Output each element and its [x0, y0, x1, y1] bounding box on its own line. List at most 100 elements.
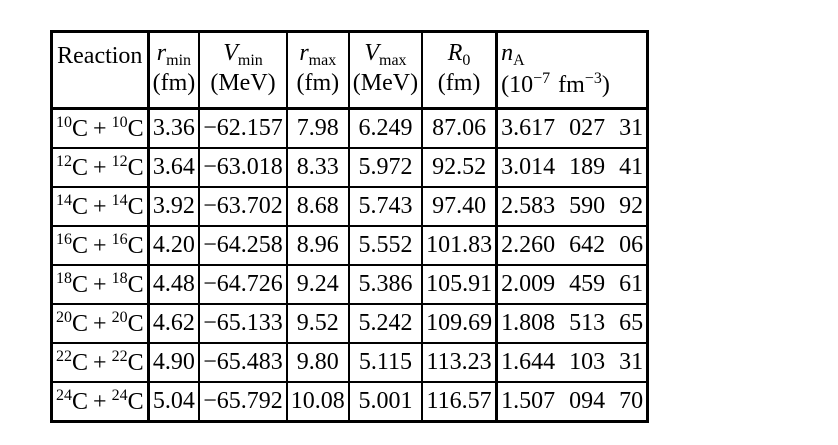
- value-cell: 10.08: [285, 381, 350, 423]
- value-cell: 4.62: [147, 303, 201, 344]
- element: C: [72, 311, 89, 337]
- mass-number: 18: [56, 270, 72, 287]
- operator: +: [93, 233, 107, 259]
- value-cell: 5.743: [347, 186, 424, 227]
- mass-number: 14: [111, 192, 128, 209]
- mass-number: 22: [56, 348, 72, 365]
- mass-number: 24: [56, 387, 72, 404]
- value-cell: 1.507 094 70: [495, 381, 649, 423]
- table-row: 10C +10C 3.36 −62.157 7.98 6.249 87.06 3.617 02…: [50, 107, 649, 149]
- operator: +: [93, 311, 107, 337]
- value-cell: 8.33: [285, 147, 350, 188]
- operator: +: [93, 272, 107, 298]
- value-cell: 5.242: [347, 303, 424, 344]
- header-cell: Reaction: [50, 30, 150, 70]
- header-subscript: min: [237, 52, 263, 69]
- value-cell: −64.726: [198, 264, 288, 305]
- value-cell: 5.115: [347, 342, 424, 383]
- value-cell: 105.91: [421, 264, 498, 305]
- unit-exponent: −7: [533, 70, 551, 87]
- header-cell: (MeV): [198, 70, 288, 110]
- value-cell: 109.69: [421, 303, 498, 344]
- header-subscript: A: [513, 52, 525, 69]
- value-cell: 2.260 642 06: [495, 225, 649, 266]
- header-unit: (MeV): [210, 70, 276, 96]
- header-cell: nA: [495, 30, 649, 70]
- value-cell: 3.36: [147, 107, 201, 149]
- mass-number: 16: [56, 231, 72, 248]
- header-symbol: R: [447, 40, 463, 66]
- unit-part: (10: [501, 72, 534, 98]
- value-cell: 92.52: [421, 147, 498, 188]
- element: C: [127, 233, 144, 259]
- element: C: [72, 155, 89, 181]
- header-cell: Vmax: [347, 30, 424, 70]
- element: C: [72, 194, 89, 220]
- mass-number: 10: [111, 114, 128, 131]
- element: C: [127, 194, 144, 220]
- reaction-cell: 18C +18C: [50, 264, 150, 305]
- mass-number: 12: [56, 153, 72, 170]
- header-symbol: V: [364, 40, 379, 66]
- table-row: 12C +12C 3.64 −63.018 8.33 5.972 92.52 3.014 18…: [50, 147, 649, 188]
- header-cell: (fm): [285, 70, 350, 110]
- header-cell: rmin: [147, 30, 201, 70]
- operator: +: [93, 389, 107, 415]
- mass-number: 10: [56, 114, 72, 131]
- table-row: 20C +20C 4.62 −65.133 9.52 5.242 109.69 1.808 5…: [50, 303, 649, 344]
- element: C: [72, 233, 89, 259]
- table-row: 18C +18C 4.48 −64.726 9.24 5.386 105.91 2.009 4…: [50, 264, 649, 305]
- element: C: [72, 116, 89, 142]
- header-unit: (fm): [152, 70, 196, 96]
- header-symbol: r: [156, 40, 167, 66]
- value-cell: 1.644 103 31: [495, 342, 649, 383]
- mass-number: 22: [111, 348, 128, 365]
- value-cell: −64.258: [198, 225, 288, 266]
- unit-exponent: −3: [584, 70, 602, 87]
- table-row: 22C +22C 4.90 −65.483 9.80 5.115 113.23 1.644 1…: [50, 342, 649, 383]
- header-row: Reaction rmin Vmin rmax Vmax R0 nA: [50, 30, 649, 70]
- value-cell: 8.96: [285, 225, 350, 266]
- header-cell: (fm): [147, 70, 201, 110]
- mass-number: 24: [111, 387, 128, 404]
- header-cell: rmax: [285, 30, 350, 70]
- reaction-cell: 14C +14C: [50, 186, 150, 227]
- element: C: [127, 116, 144, 142]
- value-cell: 5.552: [347, 225, 424, 266]
- reaction-cell: 22C +22C: [50, 342, 150, 383]
- value-cell: 3.92: [147, 186, 201, 227]
- data-table: Reaction rmin Vmin rmax Vmax R0 nA (fm) (MeV) (f…: [50, 30, 650, 423]
- element: C: [127, 311, 144, 337]
- element: C: [127, 350, 144, 376]
- element: C: [127, 155, 144, 181]
- value-cell: 5.972: [347, 147, 424, 188]
- value-cell: 9.80: [285, 342, 350, 383]
- header-unit: (fm): [437, 70, 481, 96]
- header-subscript: max: [379, 52, 407, 69]
- value-cell: −63.702: [198, 186, 288, 227]
- header-symbol: V: [223, 40, 238, 66]
- table-body: 10C +10C 3.36 −62.157 7.98 6.249 87.06 3.617 02…: [50, 107, 649, 423]
- header-cell: Vmin: [198, 30, 288, 70]
- header-cell: R0: [421, 30, 498, 70]
- header-subscript: min: [166, 52, 192, 69]
- reaction-cell: 24C +24C: [50, 381, 150, 423]
- element: C: [72, 272, 89, 298]
- header-symbol: r: [299, 40, 309, 66]
- value-cell: 113.23: [421, 342, 498, 383]
- value-cell: 97.40: [421, 186, 498, 227]
- value-cell: 87.06: [421, 107, 498, 149]
- element: C: [127, 272, 144, 298]
- element: C: [127, 389, 144, 415]
- value-cell: 8.68: [285, 186, 350, 227]
- value-cell: 5.001: [347, 381, 424, 423]
- value-cell: −65.483: [198, 342, 288, 383]
- value-cell: 3.014 189 41: [495, 147, 649, 188]
- value-cell: 2.009 459 61: [495, 264, 649, 305]
- mass-number: 12: [111, 153, 128, 170]
- header-subscript: 0: [462, 52, 471, 69]
- operator: +: [93, 155, 107, 181]
- header-cell: (MeV): [347, 70, 424, 110]
- operator: +: [93, 116, 107, 142]
- value-cell: −65.133: [198, 303, 288, 344]
